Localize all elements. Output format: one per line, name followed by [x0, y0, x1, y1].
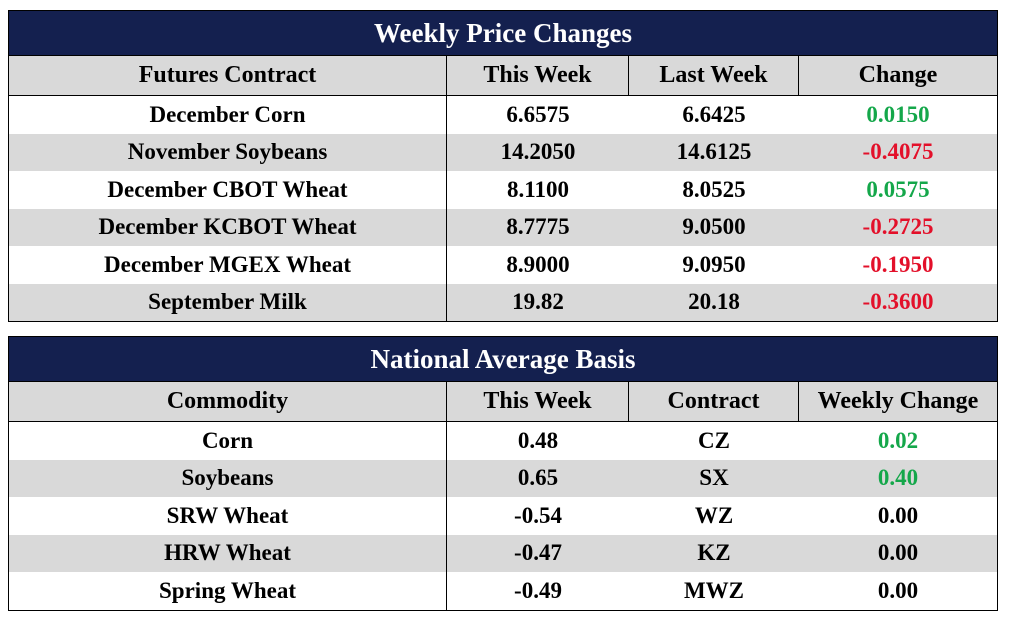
table-row: September Milk 19.82 20.18 -0.3600	[9, 283, 997, 321]
table-cell: 19.82	[512, 289, 564, 315]
table-cell: 9.0950	[682, 251, 746, 277]
table-cell: 8.7775	[506, 214, 570, 240]
table-cell: -0.49	[514, 577, 562, 603]
table-row: December KCBOT Wheat 8.7775 9.0500 -0.2725	[9, 208, 997, 246]
table-row: December Corn 6.6575 6.6425 0.0150	[9, 96, 997, 134]
change-value: 0.00	[877, 540, 919, 566]
change-value: 0.0575	[866, 176, 930, 202]
table-title: National Average Basis	[9, 337, 997, 382]
table-cell: 14.6125	[676, 139, 752, 165]
table-cell: December Corn	[9, 96, 447, 134]
column-header: Futures Contract	[9, 56, 447, 95]
column-header: Last Week	[629, 56, 799, 95]
change-value: -0.4075	[862, 139, 934, 165]
table-cell: KZ	[697, 540, 731, 566]
table-cell: WZ	[694, 502, 734, 528]
table-cell: 9.0500	[682, 214, 746, 240]
table-cell: 6.6575	[506, 101, 570, 127]
table-row: HRW Wheat -0.47 KZ 0.00	[9, 534, 997, 572]
change-value: 0.00	[877, 577, 919, 603]
column-header: Weekly Change	[817, 388, 979, 414]
column-header: Commodity	[9, 382, 447, 421]
change-value: 0.00	[877, 502, 919, 528]
table-cell: December MGEX Wheat	[9, 246, 447, 284]
table-cell: SX	[699, 465, 729, 491]
change-value: -0.1950	[862, 251, 934, 277]
table-cell: CZ	[698, 427, 730, 453]
change-value: -0.2725	[862, 214, 934, 240]
table-cell: 8.1100	[507, 176, 569, 202]
table-cell: Corn	[9, 422, 447, 460]
table-cell: Soybeans	[9, 459, 447, 497]
table-cell: 8.9000	[506, 251, 570, 277]
table-row: December MGEX Wheat 8.9000 9.0950 -0.1950	[9, 246, 997, 284]
column-header: Change	[858, 62, 938, 88]
table-row: Corn 0.48 CZ 0.02	[9, 422, 997, 460]
change-value: 0.40	[877, 465, 919, 491]
table-row: Soybeans 0.65 SX 0.40	[9, 459, 997, 497]
change-value: -0.3600	[862, 289, 934, 315]
change-value: 0.02	[877, 427, 919, 453]
table-cell: 0.65	[517, 465, 559, 491]
table-row: Spring Wheat -0.49 MWZ 0.00	[9, 572, 997, 610]
table-cell: December CBOT Wheat	[9, 171, 447, 209]
table-cell: MWZ	[683, 577, 745, 603]
national-average-basis-table: National Average Basis Commodity This We…	[8, 336, 998, 611]
column-header: This Week	[447, 382, 629, 421]
header-row: Futures Contract This Week Last Week Cha…	[9, 56, 997, 96]
table-cell: November Soybeans	[9, 133, 447, 171]
table-cell: HRW Wheat	[9, 534, 447, 572]
change-value: 0.0150	[866, 101, 930, 127]
table-cell: 20.18	[688, 289, 740, 315]
table-cell: Spring Wheat	[9, 572, 447, 610]
table-cell: 0.48	[517, 427, 559, 453]
table-row: SRW Wheat -0.54 WZ 0.00	[9, 497, 997, 535]
table-cell: -0.47	[514, 540, 562, 566]
table-cell: December KCBOT Wheat	[9, 208, 447, 246]
column-header: This Week	[447, 56, 629, 95]
table-cell: -0.54	[514, 502, 562, 528]
column-header: Contract	[629, 382, 799, 421]
table-row: November Soybeans 14.2050 14.6125 -0.4075	[9, 133, 997, 171]
weekly-price-changes-table: Weekly Price Changes Futures Contract Th…	[8, 10, 998, 322]
table-title: Weekly Price Changes	[9, 11, 997, 56]
table-cell: 6.6425	[682, 101, 746, 127]
table-cell: September Milk	[9, 283, 447, 321]
table-cell: SRW Wheat	[9, 497, 447, 535]
table-cell: 8.0525	[682, 176, 746, 202]
table-cell: 14.2050	[500, 139, 576, 165]
header-row: Commodity This Week Contract Weekly Chan…	[9, 382, 997, 422]
table-row: December CBOT Wheat 8.1100 8.0525 0.0575	[9, 171, 997, 209]
